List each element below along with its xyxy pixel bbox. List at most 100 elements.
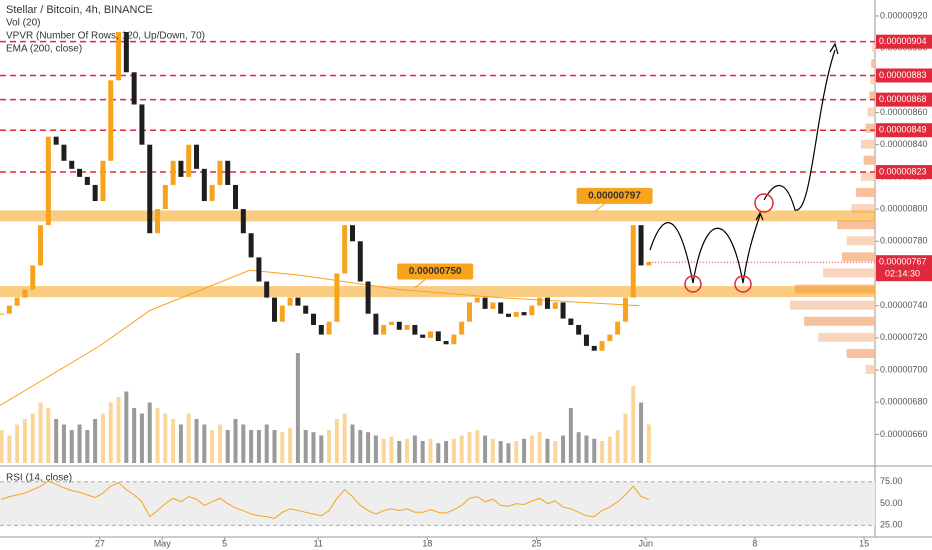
volume-bar xyxy=(334,419,339,463)
candle xyxy=(342,225,348,274)
rsi-title: RSI (14, close) xyxy=(6,473,72,484)
volume-bar xyxy=(171,419,176,463)
candle xyxy=(272,297,278,322)
volume-bar xyxy=(225,430,230,463)
volume-bar xyxy=(280,432,285,463)
y-tick-label: 0.00000700 xyxy=(880,364,928,374)
zone-label-box xyxy=(397,263,474,280)
candle xyxy=(622,297,628,322)
x-tick-label: 11 xyxy=(314,538,323,548)
candle xyxy=(334,273,340,322)
volume-bar xyxy=(584,435,589,463)
volume-bar xyxy=(436,443,441,463)
rsi-band xyxy=(0,481,875,526)
candle xyxy=(100,160,106,202)
candle xyxy=(607,334,613,342)
volume-bar xyxy=(561,435,566,463)
candle xyxy=(240,209,246,234)
volume-bar xyxy=(295,353,300,463)
volume-bar xyxy=(256,430,261,463)
volume-bar xyxy=(397,441,402,463)
volume-bar xyxy=(506,443,511,463)
volume-bar xyxy=(444,441,449,463)
volume-bar xyxy=(303,430,308,463)
vpvr-bar xyxy=(804,316,875,326)
vpvr-bar xyxy=(837,220,875,230)
candle xyxy=(474,297,480,303)
candle xyxy=(248,233,254,258)
wave-path xyxy=(649,214,761,284)
candle xyxy=(435,331,441,342)
chart-title: Stellar / Bitcoin, 4h, BINANCE xyxy=(6,4,153,16)
candle xyxy=(53,136,59,145)
candle xyxy=(591,345,597,351)
candle xyxy=(420,334,426,338)
circle xyxy=(684,275,702,293)
volume-bar xyxy=(139,413,144,463)
volume-bar xyxy=(46,408,51,463)
candle xyxy=(529,305,535,316)
volume-bar xyxy=(631,386,636,463)
volume-bar xyxy=(108,402,113,463)
volume-bar xyxy=(249,430,254,463)
volume-bar xyxy=(61,424,66,463)
y-tick-label: 0.00000740 xyxy=(880,300,928,310)
candle xyxy=(30,265,36,290)
candle xyxy=(92,184,98,202)
x-tick-label: 8 xyxy=(752,538,757,548)
volume-bar xyxy=(639,402,644,463)
volume-bar xyxy=(490,438,495,463)
x-tick-label: May xyxy=(154,538,172,548)
volume-bar xyxy=(163,413,168,463)
arrow-head xyxy=(755,211,764,221)
volume-bar xyxy=(233,419,238,463)
volume-bar xyxy=(93,419,98,463)
ema-line xyxy=(0,269,640,406)
candle xyxy=(638,225,644,266)
y-tick-label: 0.00000800 xyxy=(880,203,928,213)
volume-bar xyxy=(15,424,20,463)
volume-bar xyxy=(428,438,433,463)
volume-bar xyxy=(451,438,456,463)
volume-bar xyxy=(459,435,464,463)
candle xyxy=(560,302,566,319)
volume-bar xyxy=(576,432,581,463)
x-tick-label: 27 xyxy=(95,538,105,548)
vpvr-bar xyxy=(846,348,875,358)
arrow-head xyxy=(829,42,839,55)
volume-bar xyxy=(514,441,519,463)
candle xyxy=(318,324,324,335)
vpvr-bar xyxy=(860,171,875,181)
level-label-box xyxy=(876,165,932,180)
candle xyxy=(427,331,433,338)
volume-bar xyxy=(623,413,628,463)
vpvr-bar xyxy=(851,204,875,214)
level-label-box xyxy=(876,123,932,138)
volume-bar xyxy=(132,408,137,463)
volume-bar xyxy=(0,430,4,463)
candle xyxy=(155,209,161,234)
volume-bar xyxy=(116,397,121,463)
volume-bar xyxy=(475,430,480,463)
level-label-box xyxy=(876,92,932,107)
volume-bar xyxy=(124,391,129,463)
candle xyxy=(381,324,387,335)
zone-label-stem xyxy=(414,279,426,288)
candle xyxy=(443,341,449,345)
candle xyxy=(279,305,285,322)
volume-bar xyxy=(420,441,425,463)
candle xyxy=(396,321,402,330)
volume-bar xyxy=(319,435,324,463)
vpvr-bar xyxy=(869,91,875,101)
candle xyxy=(498,302,504,314)
x-tick-label: Jun xyxy=(638,538,653,548)
volume-bar xyxy=(568,408,573,463)
candle xyxy=(233,184,239,210)
level-label: 0.00000823 xyxy=(879,166,927,176)
y-tick-label: 0.00000680 xyxy=(880,397,928,407)
candle xyxy=(123,32,129,73)
volume-bar xyxy=(217,424,222,463)
volume-bar xyxy=(358,430,363,463)
candle xyxy=(295,297,301,306)
volume-bar xyxy=(311,432,316,463)
